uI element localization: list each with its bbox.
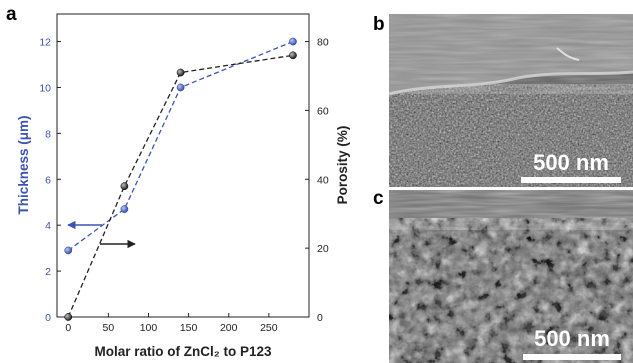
porosity-data-point: [289, 51, 297, 60]
right-tick-label: 60: [317, 105, 329, 117]
thickness-data-point: [289, 37, 297, 46]
panel-a: a 0 2 4 6 8 10 12 0 20 40 60 80 0 50 100 150 200 250 Th…: [6, 4, 350, 359]
x-tick-label: 100: [140, 322, 158, 334]
series-layer: [64, 37, 297, 321]
left-tick-label: 4: [45, 220, 51, 232]
y-left-title: Thickness (μm): [16, 115, 31, 214]
x-tick-label: 150: [180, 322, 198, 334]
bottom-axis-ticks: 0 50 100 150 200 250: [65, 313, 278, 334]
thickness-data-point: [64, 246, 73, 255]
x-tick-label: 250: [260, 322, 278, 334]
left-tick-label: 12: [39, 37, 51, 49]
porosity-data-point: [176, 68, 185, 77]
panel-b-image: 500 nm: [389, 14, 633, 187]
thickness-data-point: [176, 83, 185, 92]
panel-b: 500 nm b: [373, 14, 633, 187]
plot-frame: [56, 13, 310, 318]
panel-c-letter: c: [373, 188, 384, 209]
thickness-series-line: [67, 40, 294, 251]
x-axis-title: Molar ratio of ZnCl₂ to P123: [94, 344, 272, 359]
left-axis-ticks: 0 2 4 6 8 10 12: [39, 37, 61, 324]
porosity-series-line: [67, 54, 294, 318]
left-tick-label: 6: [45, 174, 51, 186]
thickness-data-point: [120, 205, 129, 213]
y-right-title: Porosity (%): [335, 126, 350, 205]
panel-b-letter: b: [373, 14, 385, 35]
panel-c-image: 500 nm: [389, 190, 633, 363]
porosity-data-point: [64, 313, 73, 321]
right-tick-label: 80: [317, 37, 329, 49]
left-tick-label: 2: [45, 266, 51, 278]
right-axis-ticks: 0 20 40 60 80: [305, 37, 329, 324]
panel-b-scale-label: 500 nm: [533, 150, 609, 175]
left-tick-label: 8: [45, 128, 51, 140]
panel-c-scale-bar: [523, 354, 621, 360]
left-tick-label: 0: [45, 312, 51, 324]
panel-b-scale-bar: [521, 177, 621, 183]
porosity-data-point: [120, 182, 129, 191]
right-tick-label: 0: [317, 312, 323, 324]
x-tick-label: 50: [103, 322, 115, 334]
left-tick-label: 10: [39, 82, 51, 94]
panel-c: 500 nm c: [373, 188, 633, 363]
panel-c-scale-label: 500 nm: [534, 326, 610, 351]
x-tick-label: 0: [65, 322, 71, 334]
panel-a-letter: a: [6, 4, 17, 25]
x-tick-label: 200: [220, 322, 238, 334]
right-tick-label: 20: [317, 243, 329, 255]
right-tick-label: 40: [317, 174, 329, 186]
